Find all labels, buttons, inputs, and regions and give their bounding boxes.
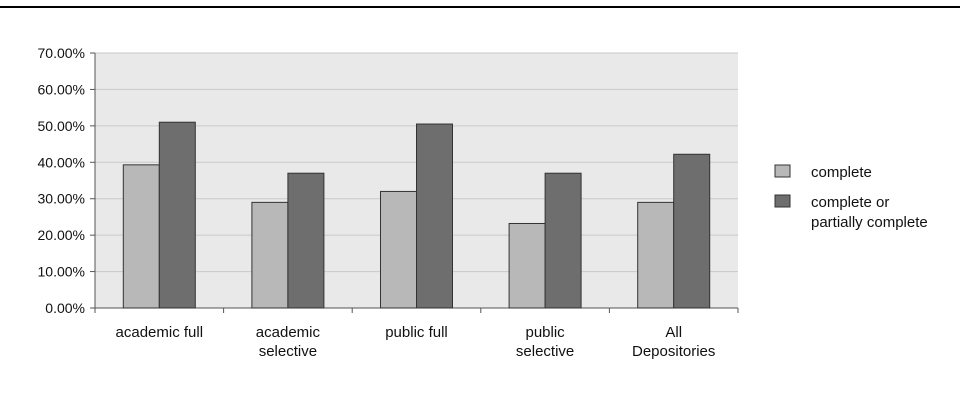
legend-swatch-complete: [774, 164, 791, 178]
y-tick-label: 60.00%: [38, 81, 85, 97]
bar-complete: [508, 222, 546, 309]
x-category-label: public full: [385, 324, 448, 341]
y-tick-label: 40.00%: [38, 154, 85, 170]
y-tick-label: 70.00%: [38, 45, 85, 61]
x-category-label: All Depositories: [632, 324, 715, 360]
bar-complete: [637, 201, 675, 309]
legend-label: complete or partially complete: [811, 194, 928, 231]
y-tick-label: 0.00%: [45, 300, 85, 316]
y-tick-label: 30.00%: [38, 191, 85, 207]
legend-swatch-complete-or-partial: [774, 194, 791, 208]
bar-complete-or-partial: [673, 153, 711, 309]
bar-complete-or-partial: [287, 172, 325, 309]
bar-complete-or-partial: [544, 172, 582, 309]
bar-complete: [122, 164, 160, 309]
y-tick-label: 10.00%: [38, 264, 85, 280]
bar-complete: [251, 201, 289, 309]
bar-complete: [380, 190, 417, 309]
bar-complete-or-partial: [158, 121, 196, 309]
bar-complete-or-partial: [416, 123, 453, 309]
x-category-label: academic selective: [256, 324, 321, 360]
x-category-label: public selective: [516, 324, 574, 360]
x-category-label: academic full: [116, 324, 204, 341]
y-tick-label: 20.00%: [38, 227, 85, 243]
legend-label: complete: [811, 164, 872, 181]
y-tick-label: 50.00%: [38, 118, 85, 134]
